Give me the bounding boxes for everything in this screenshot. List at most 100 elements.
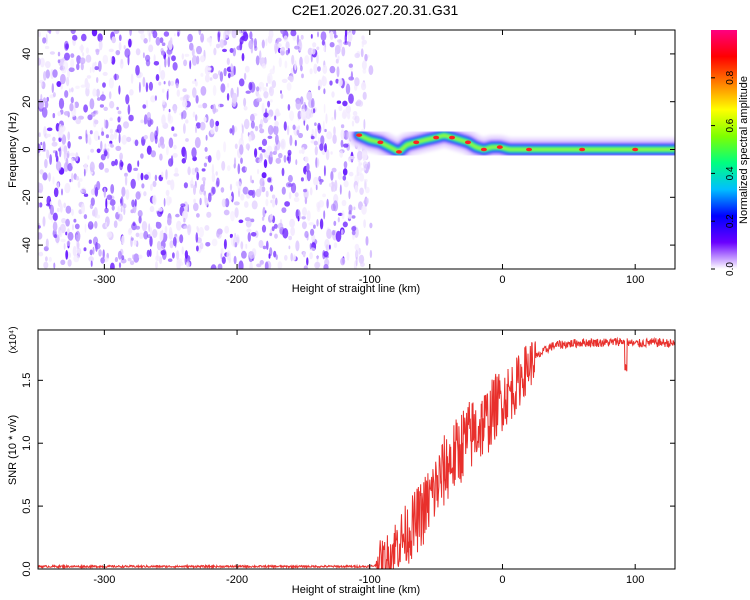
noise-speckle bbox=[116, 106, 119, 111]
noise-speckle bbox=[70, 96, 74, 104]
noise-speckle bbox=[243, 118, 250, 130]
noise-speckle bbox=[337, 171, 343, 180]
noise-speckle bbox=[316, 53, 319, 64]
signal-hot-spot bbox=[526, 147, 533, 152]
noise-speckle bbox=[274, 42, 279, 53]
noise-speckle bbox=[194, 167, 199, 173]
noise-speckle bbox=[88, 256, 94, 262]
noise-speckle bbox=[240, 241, 244, 250]
noise-speckle bbox=[235, 236, 240, 244]
noise-speckle bbox=[170, 179, 175, 191]
noise-speckle bbox=[266, 240, 269, 250]
noise-speckle bbox=[163, 197, 166, 207]
noise-speckle bbox=[63, 243, 66, 250]
noise-speckle bbox=[317, 124, 322, 134]
noise-speckle bbox=[196, 245, 199, 252]
noise-speckle bbox=[172, 153, 178, 158]
noise-speckle bbox=[340, 124, 345, 129]
noise-speckle bbox=[135, 232, 140, 238]
noise-speckle bbox=[109, 100, 115, 109]
noise-speckle bbox=[354, 77, 360, 87]
noise-speckle bbox=[346, 111, 351, 120]
noise-speckle bbox=[220, 252, 223, 260]
noise-speckle bbox=[245, 90, 251, 94]
noise-speckle bbox=[323, 88, 326, 95]
noise-speckle bbox=[263, 112, 269, 118]
noise-speckle bbox=[360, 262, 365, 267]
noise-speckle bbox=[266, 82, 268, 87]
noise-speckle bbox=[298, 40, 303, 52]
signal-hot-spot bbox=[496, 145, 503, 149]
noise-speckle bbox=[41, 107, 48, 118]
noise-speckle bbox=[310, 228, 315, 236]
noise-speckle bbox=[133, 239, 137, 246]
noise-speckle bbox=[331, 167, 337, 173]
noise-speckle bbox=[182, 99, 188, 108]
noise-speckle bbox=[215, 120, 220, 127]
noise-speckle bbox=[71, 172, 74, 183]
snr-y-multiplier: (x10⁴) bbox=[8, 326, 19, 353]
noise-speckle bbox=[127, 257, 132, 262]
noise-speckle bbox=[104, 168, 109, 173]
noise-speckle bbox=[133, 253, 140, 263]
noise-speckle bbox=[302, 207, 307, 217]
noise-speckle bbox=[65, 218, 70, 227]
noise-speckle bbox=[182, 110, 187, 120]
noise-speckle bbox=[150, 119, 154, 125]
noise-speckle bbox=[345, 105, 351, 114]
noise-speckle bbox=[60, 238, 66, 243]
noise-speckle bbox=[204, 74, 210, 83]
noise-speckle bbox=[306, 257, 309, 266]
noise-speckle bbox=[342, 168, 348, 176]
noise-speckle bbox=[288, 245, 291, 250]
noise-speckle bbox=[274, 145, 278, 155]
noise-speckle bbox=[158, 81, 162, 86]
noise-speckle bbox=[173, 173, 180, 177]
noise-speckle bbox=[216, 228, 223, 235]
noise-speckle bbox=[115, 145, 122, 151]
noise-speckle bbox=[333, 242, 338, 249]
noise-speckle bbox=[171, 55, 176, 62]
noise-speckle bbox=[57, 59, 61, 64]
noise-speckle bbox=[184, 150, 187, 161]
noise-speckle bbox=[94, 110, 99, 115]
noise-speckle bbox=[109, 199, 116, 206]
noise-speckle bbox=[140, 33, 146, 41]
noise-speckle bbox=[209, 118, 215, 128]
noise-speckle bbox=[75, 152, 79, 162]
noise-speckle bbox=[48, 172, 51, 182]
noise-speckle bbox=[130, 209, 134, 214]
noise-speckle bbox=[200, 86, 207, 96]
noise-speckle bbox=[354, 115, 360, 124]
noise-speckle bbox=[183, 59, 188, 67]
noise-speckle bbox=[146, 249, 151, 258]
noise-speckle bbox=[243, 72, 247, 80]
noise-speckle bbox=[269, 86, 274, 97]
x-tick-label: 100 bbox=[626, 274, 644, 286]
noise-speckle bbox=[336, 100, 342, 104]
noise-speckle bbox=[161, 229, 164, 241]
signal-hot-spot bbox=[377, 140, 384, 145]
x-tick-label: -200 bbox=[226, 574, 248, 586]
noise-speckle bbox=[76, 55, 81, 64]
noise-speckle bbox=[254, 148, 258, 158]
noise-speckle bbox=[181, 246, 184, 255]
noise-speckle bbox=[38, 98, 45, 109]
noise-speckle bbox=[322, 64, 328, 74]
noise-speckle bbox=[355, 256, 358, 267]
noise-speckle bbox=[295, 99, 302, 110]
noise-speckle bbox=[334, 30, 337, 39]
noise-speckle bbox=[223, 209, 230, 216]
noise-speckle bbox=[248, 251, 255, 260]
noise-speckle bbox=[205, 242, 211, 247]
noise-speckle bbox=[248, 40, 254, 50]
noise-speckle bbox=[304, 196, 308, 205]
noise-speckle bbox=[199, 242, 204, 250]
noise-speckle bbox=[70, 53, 75, 58]
noise-speckle bbox=[328, 183, 332, 187]
noise-speckle bbox=[69, 103, 74, 112]
noise-speckle bbox=[176, 250, 180, 260]
noise-speckle bbox=[51, 214, 53, 223]
noise-speckle bbox=[46, 127, 53, 132]
noise-speckle bbox=[210, 264, 217, 269]
